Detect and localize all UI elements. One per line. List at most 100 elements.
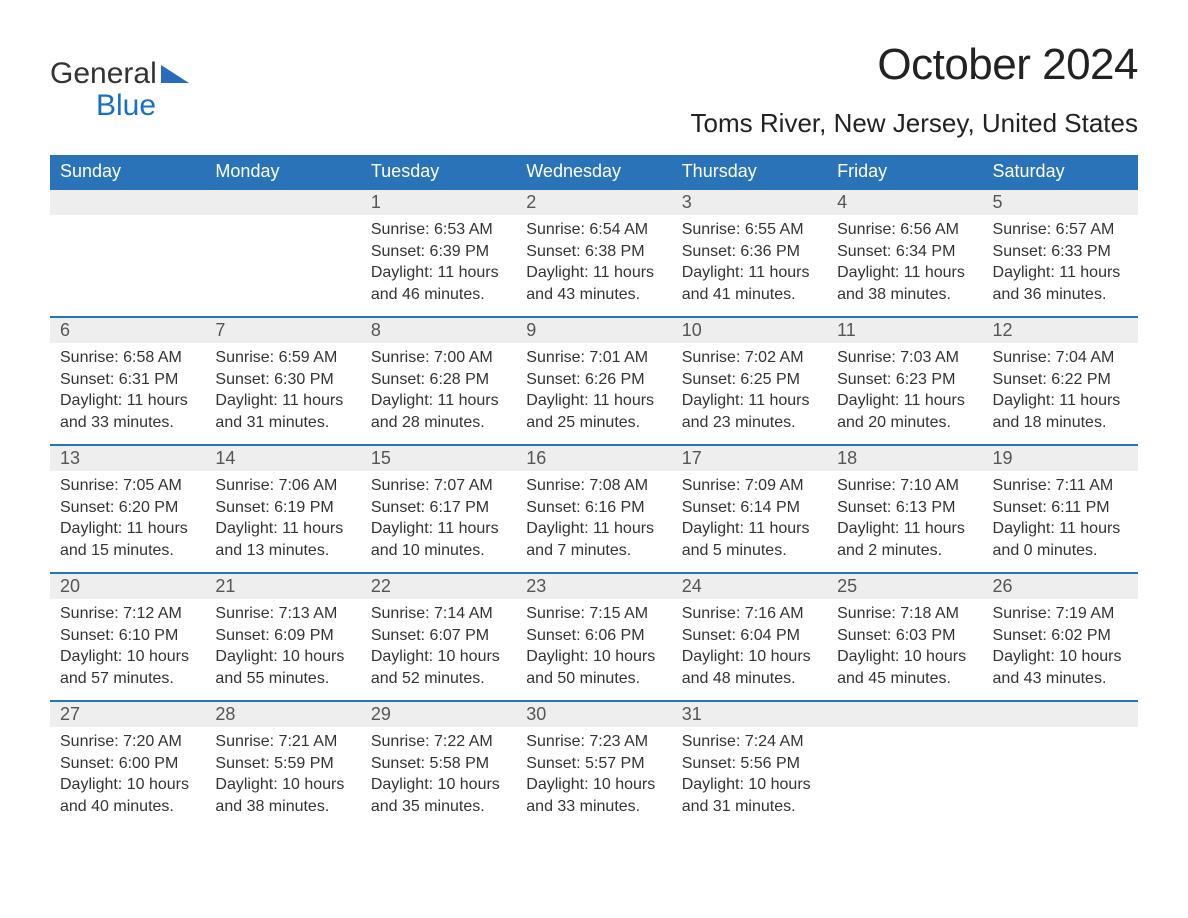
weekday-header: Friday <box>827 155 982 188</box>
calendar-cell: 11Sunrise: 7:03 AMSunset: 6:23 PMDayligh… <box>827 316 982 444</box>
calendar-cell <box>827 700 982 828</box>
calendar-cell: 21Sunrise: 7:13 AMSunset: 6:09 PMDayligh… <box>205 572 360 700</box>
calendar-cell: 16Sunrise: 7:08 AMSunset: 6:16 PMDayligh… <box>516 444 671 572</box>
calendar-cell: 28Sunrise: 7:21 AMSunset: 5:59 PMDayligh… <box>205 700 360 828</box>
day-data: Sunrise: 6:58 AMSunset: 6:31 PMDaylight:… <box>50 343 205 433</box>
brand-flag-icon <box>161 65 189 83</box>
calendar-table: SundayMondayTuesdayWednesdayThursdayFrid… <box>50 155 1138 828</box>
calendar-cell: 31Sunrise: 7:24 AMSunset: 5:56 PMDayligh… <box>672 700 827 828</box>
day-data: Sunrise: 7:09 AMSunset: 6:14 PMDaylight:… <box>672 471 827 561</box>
calendar-cell: 14Sunrise: 7:06 AMSunset: 6:19 PMDayligh… <box>205 444 360 572</box>
day-number: 25 <box>827 574 982 599</box>
day-data: Sunrise: 7:21 AMSunset: 5:59 PMDaylight:… <box>205 727 360 817</box>
calendar-cell: 8Sunrise: 7:00 AMSunset: 6:28 PMDaylight… <box>361 316 516 444</box>
day-data: Sunrise: 7:10 AMSunset: 6:13 PMDaylight:… <box>827 471 982 561</box>
day-number: 31 <box>672 702 827 727</box>
day-data: Sunrise: 7:13 AMSunset: 6:09 PMDaylight:… <box>205 599 360 689</box>
calendar-header-row: SundayMondayTuesdayWednesdayThursdayFrid… <box>50 155 1138 188</box>
day-number: 26 <box>983 574 1138 599</box>
day-number: 23 <box>516 574 671 599</box>
day-number: 16 <box>516 446 671 471</box>
weekday-header: Thursday <box>672 155 827 188</box>
calendar-cell: 10Sunrise: 7:02 AMSunset: 6:25 PMDayligh… <box>672 316 827 444</box>
brand-logo: General Blue <box>50 40 189 121</box>
weekday-header: Tuesday <box>361 155 516 188</box>
calendar-cell: 1Sunrise: 6:53 AMSunset: 6:39 PMDaylight… <box>361 188 516 316</box>
day-data: Sunrise: 6:55 AMSunset: 6:36 PMDaylight:… <box>672 215 827 305</box>
day-data: Sunrise: 7:24 AMSunset: 5:56 PMDaylight:… <box>672 727 827 817</box>
day-number: 4 <box>827 190 982 215</box>
day-number <box>983 702 1138 727</box>
weekday-header: Saturday <box>983 155 1138 188</box>
day-number: 5 <box>983 190 1138 215</box>
day-number: 12 <box>983 318 1138 343</box>
title-block: October 2024 Toms River, New Jersey, Uni… <box>691 40 1138 149</box>
day-number: 3 <box>672 190 827 215</box>
day-data: Sunrise: 7:01 AMSunset: 6:26 PMDaylight:… <box>516 343 671 433</box>
calendar-cell: 23Sunrise: 7:15 AMSunset: 6:06 PMDayligh… <box>516 572 671 700</box>
day-data: Sunrise: 6:57 AMSunset: 6:33 PMDaylight:… <box>983 215 1138 305</box>
day-number <box>205 190 360 215</box>
day-number: 2 <box>516 190 671 215</box>
day-data <box>827 727 982 731</box>
day-data: Sunrise: 7:18 AMSunset: 6:03 PMDaylight:… <box>827 599 982 689</box>
calendar-cell: 24Sunrise: 7:16 AMSunset: 6:04 PMDayligh… <box>672 572 827 700</box>
calendar-cell: 2Sunrise: 6:54 AMSunset: 6:38 PMDaylight… <box>516 188 671 316</box>
day-data: Sunrise: 7:05 AMSunset: 6:20 PMDaylight:… <box>50 471 205 561</box>
calendar-cell <box>50 188 205 316</box>
calendar-cell: 3Sunrise: 6:55 AMSunset: 6:36 PMDaylight… <box>672 188 827 316</box>
brand-line2: Blue <box>50 90 189 122</box>
calendar-cell: 26Sunrise: 7:19 AMSunset: 6:02 PMDayligh… <box>983 572 1138 700</box>
day-data: Sunrise: 7:04 AMSunset: 6:22 PMDaylight:… <box>983 343 1138 433</box>
day-number: 21 <box>205 574 360 599</box>
day-number: 18 <box>827 446 982 471</box>
calendar-cell: 13Sunrise: 7:05 AMSunset: 6:20 PMDayligh… <box>50 444 205 572</box>
day-data: Sunrise: 7:15 AMSunset: 6:06 PMDaylight:… <box>516 599 671 689</box>
day-number: 10 <box>672 318 827 343</box>
day-number: 11 <box>827 318 982 343</box>
day-data: Sunrise: 7:07 AMSunset: 6:17 PMDaylight:… <box>361 471 516 561</box>
calendar-cell: 25Sunrise: 7:18 AMSunset: 6:03 PMDayligh… <box>827 572 982 700</box>
calendar-body: 1Sunrise: 6:53 AMSunset: 6:39 PMDaylight… <box>50 188 1138 828</box>
calendar-cell: 5Sunrise: 6:57 AMSunset: 6:33 PMDaylight… <box>983 188 1138 316</box>
day-data: Sunrise: 7:02 AMSunset: 6:25 PMDaylight:… <box>672 343 827 433</box>
day-number: 14 <box>205 446 360 471</box>
calendar-cell <box>205 188 360 316</box>
page-header: General Blue October 2024 Toms River, Ne… <box>50 40 1138 149</box>
day-data: Sunrise: 7:00 AMSunset: 6:28 PMDaylight:… <box>361 343 516 433</box>
day-number: 7 <box>205 318 360 343</box>
weekday-header: Sunday <box>50 155 205 188</box>
calendar-cell: 30Sunrise: 7:23 AMSunset: 5:57 PMDayligh… <box>516 700 671 828</box>
day-data: Sunrise: 7:19 AMSunset: 6:02 PMDaylight:… <box>983 599 1138 689</box>
day-number: 6 <box>50 318 205 343</box>
day-number: 9 <box>516 318 671 343</box>
day-data: Sunrise: 7:03 AMSunset: 6:23 PMDaylight:… <box>827 343 982 433</box>
day-data <box>983 727 1138 731</box>
location-subtitle: Toms River, New Jersey, United States <box>691 108 1138 139</box>
day-number: 8 <box>361 318 516 343</box>
day-number: 27 <box>50 702 205 727</box>
day-number: 1 <box>361 190 516 215</box>
calendar-cell: 18Sunrise: 7:10 AMSunset: 6:13 PMDayligh… <box>827 444 982 572</box>
calendar-cell: 9Sunrise: 7:01 AMSunset: 6:26 PMDaylight… <box>516 316 671 444</box>
day-data: Sunrise: 6:59 AMSunset: 6:30 PMDaylight:… <box>205 343 360 433</box>
calendar-cell: 19Sunrise: 7:11 AMSunset: 6:11 PMDayligh… <box>983 444 1138 572</box>
day-data: Sunrise: 7:08 AMSunset: 6:16 PMDaylight:… <box>516 471 671 561</box>
day-data: Sunrise: 7:22 AMSunset: 5:58 PMDaylight:… <box>361 727 516 817</box>
day-number: 13 <box>50 446 205 471</box>
day-data: Sunrise: 7:20 AMSunset: 6:00 PMDaylight:… <box>50 727 205 817</box>
day-number: 22 <box>361 574 516 599</box>
day-data: Sunrise: 7:23 AMSunset: 5:57 PMDaylight:… <box>516 727 671 817</box>
day-data: Sunrise: 6:54 AMSunset: 6:38 PMDaylight:… <box>516 215 671 305</box>
weekday-header: Monday <box>205 155 360 188</box>
calendar-cell: 22Sunrise: 7:14 AMSunset: 6:07 PMDayligh… <box>361 572 516 700</box>
day-number <box>827 702 982 727</box>
day-number: 28 <box>205 702 360 727</box>
day-number: 29 <box>361 702 516 727</box>
day-data: Sunrise: 6:56 AMSunset: 6:34 PMDaylight:… <box>827 215 982 305</box>
calendar-cell: 12Sunrise: 7:04 AMSunset: 6:22 PMDayligh… <box>983 316 1138 444</box>
month-title: October 2024 <box>691 40 1138 90</box>
day-data: Sunrise: 7:11 AMSunset: 6:11 PMDaylight:… <box>983 471 1138 561</box>
calendar-cell: 27Sunrise: 7:20 AMSunset: 6:00 PMDayligh… <box>50 700 205 828</box>
day-number: 15 <box>361 446 516 471</box>
